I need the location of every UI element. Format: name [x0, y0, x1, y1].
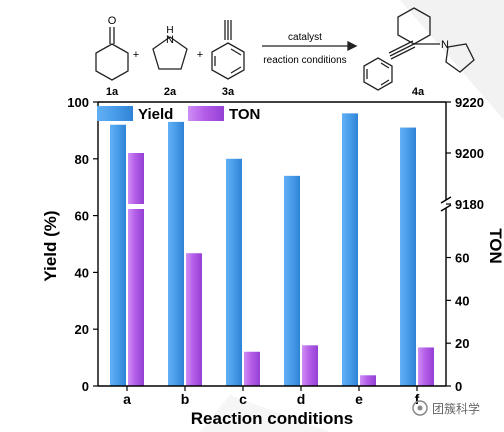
watermark-logo-dot [417, 405, 423, 411]
axis-break-mark-1 [440, 196, 452, 204]
reaction-arrow [262, 40, 358, 52]
axis-break-mark-2 [440, 204, 452, 212]
y-left-tick-label-100: 100 [67, 95, 89, 110]
legend: Yield TON [97, 106, 260, 123]
x-tick-label-d: d [297, 391, 306, 407]
y-right-tick-label-60: 60 [455, 251, 469, 266]
phenylacetylene-structure [211, 20, 245, 80]
ketone-oxygen-label: O [108, 15, 117, 27]
watermark-text: 团簇科学 [432, 401, 480, 416]
plus-sign-1: + [133, 49, 139, 61]
amine-hydrogen-label: H [166, 25, 173, 36]
bar-yield-b [168, 121, 184, 386]
y-left-tick-label-20: 20 [75, 322, 89, 337]
x-axis-title: Reaction conditions [191, 409, 353, 428]
y-right-tick-label-0: 0 [455, 379, 462, 394]
bar-yield-e [342, 113, 358, 387]
legend-swatch-yield [97, 106, 133, 121]
product-nitrogen-label: N [441, 39, 449, 51]
watermark-logo-icon [412, 400, 428, 416]
y-left-tick-label-0: 0 [82, 379, 89, 394]
arrow-top-label: catalyst [288, 32, 322, 43]
y-right-tick-label-40: 40 [455, 293, 469, 308]
bar-ton-f [418, 347, 434, 386]
bar-yield-f [400, 127, 416, 386]
y-left-tick-label-40: 40 [75, 265, 89, 280]
y-axis-left-title: Yield (%) [41, 210, 60, 281]
x-tick-label-c: c [239, 391, 247, 407]
x-tick-label-a: a [123, 391, 131, 407]
watermark: 团簇科学 [412, 400, 480, 416]
bar-ton-b [186, 253, 202, 386]
y-axis-right-title: TON [486, 228, 504, 264]
amine-nitrogen-label: N [166, 34, 174, 46]
cyclohexanone-structure [95, 27, 129, 81]
x-tick-label-b: b [181, 391, 190, 407]
x-tick-label-f: f [415, 391, 420, 407]
y-right-tick-label-9220: 9220 [455, 95, 484, 110]
y-right-tick-label-9200: 9200 [455, 146, 484, 161]
bar-ton-c [244, 351, 260, 386]
reaction-scheme [95, 7, 475, 91]
bar-yield-d [284, 175, 300, 386]
arrow-bottom-label: reaction conditions [263, 55, 346, 66]
plus-sign-2: + [197, 49, 203, 61]
bars-layer [110, 113, 434, 387]
x-tick-label-e: e [355, 391, 363, 407]
bar-yield-c [226, 158, 242, 386]
pyrrolidine-structure [152, 36, 188, 70]
ticks-layer: 0 20 40 60 80 100 0 20 40 60 9180 9200 9220 a b c d e f [67, 95, 484, 407]
bar-ton-e [360, 375, 376, 386]
reaction-scheme-text: O H N N + + catalyst reaction conditions… [106, 15, 449, 98]
legend-swatch-ton [188, 106, 224, 121]
y-left-tick-label-80: 80 [75, 152, 89, 167]
compound-label-1a: 1a [106, 86, 119, 98]
legend-label-yield: Yield [138, 106, 173, 123]
compound-label-4a: 4a [412, 86, 425, 98]
bar-ton-a [128, 153, 144, 386]
propargylamine-structure [363, 7, 475, 91]
legend-label-ton: TON [229, 106, 260, 123]
compound-label-2a: 2a [164, 86, 177, 98]
compound-label-3a: 3a [222, 86, 235, 98]
y-left-tick-label-60: 60 [75, 209, 89, 224]
y-right-tick-label-9180: 9180 [455, 197, 484, 212]
axes-layer [97, 101, 452, 387]
y-right-tick-label-20: 20 [455, 336, 469, 351]
bar-ton-d [302, 345, 318, 386]
bar-break-gap-a [127, 204, 145, 209]
bar-yield-a [110, 124, 126, 386]
background-decoration [200, 0, 504, 432]
